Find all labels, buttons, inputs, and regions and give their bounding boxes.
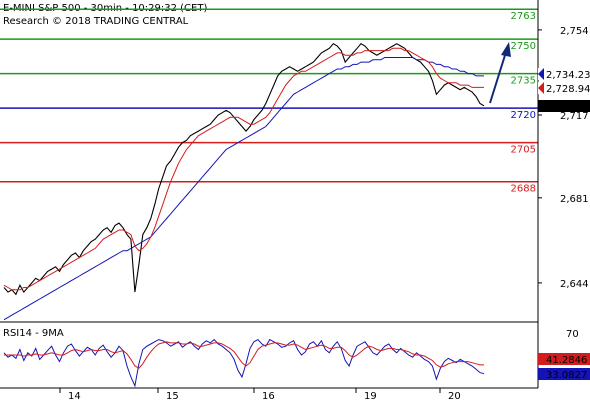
axis-ticks: 2,754 2,717 2,681 2,644 70 14 15 16 19 20 — [59, 26, 589, 400]
price-series-close — [3, 42, 485, 296]
y-tick-label-2681: 2,681 — [560, 194, 589, 205]
level-label-2720: 2720 — [511, 110, 536, 121]
rsi-panel — [3, 338, 485, 388]
rsi-series-rsi — [3, 338, 485, 388]
y-tick-label-2717: 2,717 — [560, 111, 589, 122]
rsi-badge-pointer-0 — [538, 353, 544, 365]
price-badge-bg-1 — [538, 82, 590, 94]
level-label-2750: 2750 — [511, 41, 536, 52]
price-series-ma_blue — [3, 57, 484, 321]
forecast-arrow-icon — [501, 42, 511, 57]
price-badge-bg-2 — [538, 100, 590, 112]
x-tick-label-14: 14 — [68, 391, 81, 400]
price-badge-label-1: 2,728.94 — [546, 84, 590, 95]
rsi-series-rsi_ma — [4, 341, 484, 369]
rsi-badge-label-0: 41.2846 — [546, 355, 587, 366]
rsi-tick-label-70: 70 — [566, 329, 579, 340]
price-badge-pointer-1 — [538, 82, 544, 94]
y-tick-label-2754: 2,754 — [560, 26, 589, 37]
level-label-2763: 2763 — [511, 11, 536, 22]
price-badges: 2,734.23 2,728.94 2,721.25 41.2846 33.0827 — [538, 68, 590, 381]
rsi-title: RSI14 - 9MA — [3, 328, 64, 339]
y-tick-label-2644: 2,644 — [560, 279, 589, 290]
rsi-badge-pointer-1 — [538, 368, 544, 380]
price-badge-bg-0 — [538, 68, 590, 80]
x-tick-label-20: 20 — [448, 391, 461, 400]
level-label-2705: 2705 — [511, 145, 536, 156]
level-label-2735: 2735 — [511, 76, 536, 87]
x-tick-label-19: 19 — [364, 391, 377, 400]
price-badge-pointer-0 — [538, 68, 544, 80]
rsi-badge-bg-1 — [538, 368, 590, 380]
price-badge-pointer-2 — [538, 100, 544, 112]
price-panel: 2763 2750 2735 2720 2705 2688 — [0, 8, 538, 321]
rsi-badge-label-1: 33.0827 — [546, 370, 587, 381]
chart-header-copyright: Research © 2018 TRADING CENTRAL — [3, 16, 189, 27]
price-badge-label-2: 2,721.25 — [546, 102, 590, 113]
price-badge-label-0: 2,734.23 — [546, 70, 590, 81]
price-series-ma_red — [3, 47, 484, 291]
x-tick-label-16: 16 — [262, 391, 275, 400]
level-label-2688: 2688 — [511, 184, 536, 195]
forecast-arrow-line — [489, 51, 507, 104]
x-tick-label-15: 15 — [166, 391, 179, 400]
rsi-badge-bg-0 — [538, 353, 590, 365]
